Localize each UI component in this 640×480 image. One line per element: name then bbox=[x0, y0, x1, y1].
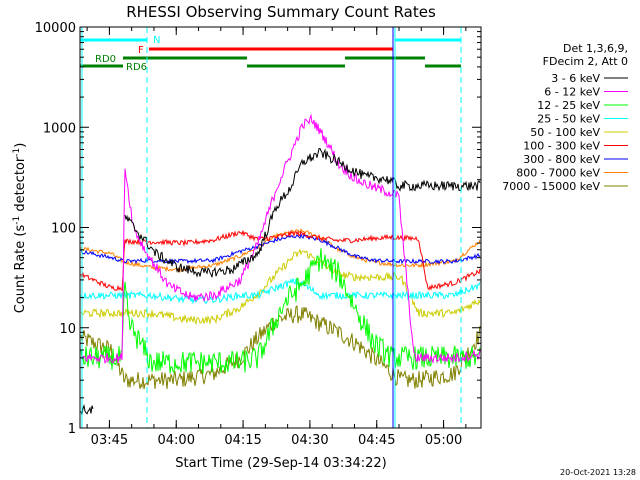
legend-label-3: 25 - 50 keV bbox=[537, 113, 600, 126]
legend: Det 1,3,6,9, FDecim 2, Att 0 3 - 6 keV6 … bbox=[502, 42, 628, 193]
rd0-label: RD0 bbox=[95, 54, 116, 65]
x-tick-label-2: 04:15 bbox=[224, 433, 261, 448]
y-axis-label-sup-1: -1 bbox=[12, 216, 22, 225]
x-tick-label-1: 04:00 bbox=[158, 433, 195, 448]
x-tick-label-3: 04:30 bbox=[291, 433, 328, 448]
plot-frame bbox=[79, 26, 482, 429]
y-tick-label-0: 1 bbox=[68, 422, 76, 437]
y-axis-label: Count Rate (s-1 detector-1) bbox=[12, 143, 28, 314]
chart-title: RHESSI Observing Summary Count Rates bbox=[126, 3, 436, 21]
legend-header-1: Det 1,3,6,9, bbox=[563, 42, 628, 55]
y-axis: 1 10 100 1000 10000 bbox=[35, 21, 481, 437]
y-tick-label-2: 100 bbox=[51, 222, 76, 237]
legend-label-2: 12 - 25 keV bbox=[537, 99, 600, 112]
legend-label-7: 800 - 7000 keV bbox=[516, 167, 600, 180]
x-axis: 03:45 04:00 04:15 04:30 04:45 05:00 bbox=[86, 27, 467, 448]
series-line-3-6-kev bbox=[80, 147, 481, 416]
series-line-800-7000-kev bbox=[80, 228, 481, 274]
series-line-7000-15000-kev bbox=[80, 305, 481, 390]
series-line-6-12-kev bbox=[80, 113, 481, 365]
y-tick-label-3: 1000 bbox=[43, 121, 76, 136]
saa-label: N bbox=[153, 35, 160, 46]
x-tick-label-5: 05:00 bbox=[425, 433, 462, 448]
y-axis-label-part-1: Count Rate (s bbox=[13, 225, 28, 314]
y-tick-label-4: 10000 bbox=[35, 21, 76, 36]
legend-header-2: FDecim 2, Att 0 bbox=[543, 55, 628, 68]
y-axis-label-part-2: detector bbox=[13, 156, 28, 216]
timestamp-footer: 20-Oct-2021 13:28 bbox=[560, 468, 636, 477]
rd6-label: RD6 bbox=[126, 62, 147, 73]
legend-label-1: 6 - 12 keV bbox=[544, 86, 600, 99]
y-axis-label-end: ) bbox=[13, 143, 28, 148]
plot-area: NF RD0 RD6 bbox=[80, 27, 481, 428]
y-axis-label-sup-2: -1 bbox=[12, 148, 22, 157]
series-line-25-50-kev bbox=[80, 278, 481, 305]
legend-label-0: 3 - 6 keV bbox=[551, 72, 600, 85]
series-line-50-100-kev bbox=[80, 248, 481, 326]
legend-label-5: 100 - 300 keV bbox=[523, 140, 600, 153]
x-tick-label-4: 04:45 bbox=[358, 433, 395, 448]
x-axis-label: Start Time (29-Sep-14 03:34:22) bbox=[175, 456, 386, 471]
legend-label-4: 50 - 100 keV bbox=[530, 126, 600, 139]
y-tick-label-1: 10 bbox=[59, 322, 76, 337]
flare-label: F bbox=[138, 45, 144, 56]
series-line-12-25-kev bbox=[80, 248, 481, 374]
x-tick-label-0: 03:45 bbox=[91, 433, 128, 448]
legend-label-8: 7000 - 15000 keV bbox=[502, 180, 600, 193]
legend-label-6: 300 - 800 keV bbox=[523, 153, 600, 166]
